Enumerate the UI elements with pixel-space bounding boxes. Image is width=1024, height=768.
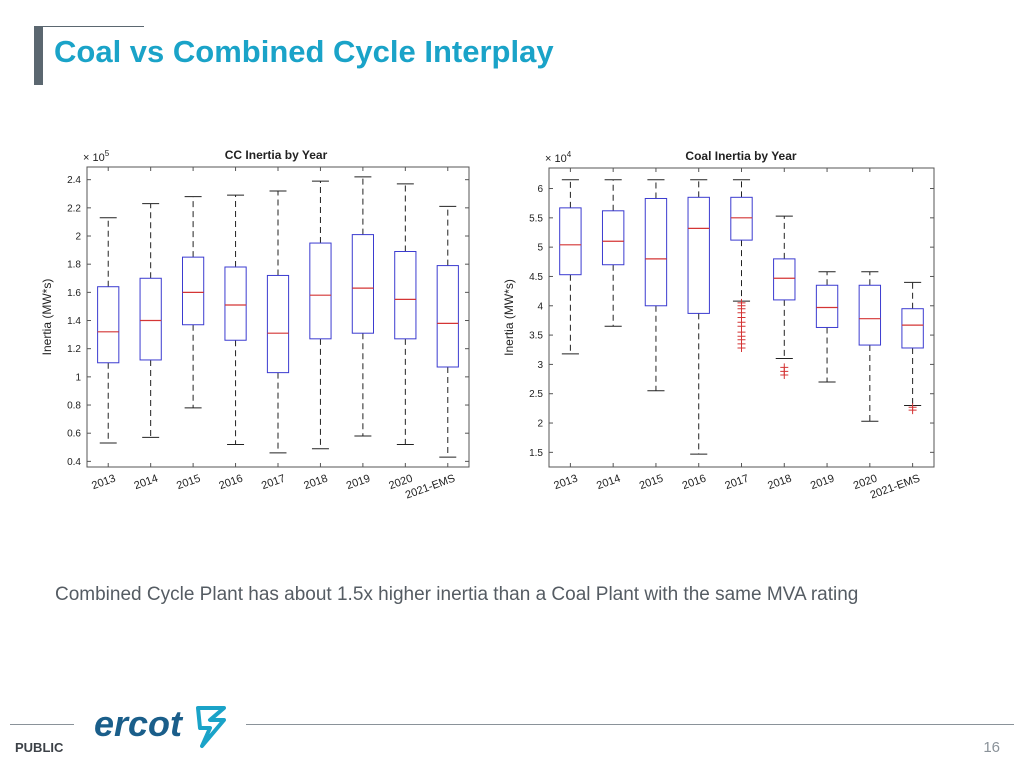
cc-box-2015 [182, 256, 205, 326]
cc-box-2014 [139, 277, 162, 361]
coal-box-2019 [815, 284, 839, 328]
top-rule [40, 26, 144, 27]
cc-box-2016 [224, 266, 247, 341]
cc-y-tick-label: 1.8 [67, 260, 81, 271]
coal-x-tick-label: 2015 [638, 473, 665, 493]
cc-x-tick-label: 2017 [260, 473, 287, 493]
coal-box-2014 [601, 210, 625, 266]
cc-chart-title: CC Inertia by Year [225, 148, 328, 162]
coal-outlier [780, 370, 789, 379]
cc-box-2021-EMS [436, 265, 459, 368]
coal-y-tick-label: 4 [537, 301, 543, 312]
coal-y-tick-label: 2 [537, 419, 543, 430]
coal-x-tick-label: 2016 [681, 473, 708, 493]
cc-inertia-chart: CC Inertia by Year × 105 Inertia (MW*s) 0.4… [40, 148, 470, 502]
coal-x-tick-label: 2019 [809, 473, 836, 493]
slide-subtitle: Combined Cycle Plant has about 1.5x high… [55, 584, 859, 605]
coal-y-tick-label: 3 [537, 360, 543, 371]
footer-rule-right [246, 724, 1014, 725]
cc-y-tick-label: 2.2 [67, 203, 81, 214]
coal-exponent-label: × 104 [545, 150, 572, 165]
cc-box-2018 [309, 242, 332, 340]
coal-box-2015 [644, 197, 668, 307]
cc-y-tick-label: 1.2 [67, 344, 81, 355]
cc-y-tick-label: 0.8 [67, 401, 81, 412]
coal-box-2013 [559, 207, 582, 276]
coal-x-tick-label: 2013 [552, 473, 579, 493]
coal-y-tick-label: 3.5 [529, 331, 543, 342]
cc-box-2017 [266, 274, 290, 374]
title-accent-bar [34, 26, 43, 85]
coal-exponent-base: × 10 [545, 153, 567, 165]
coal-x-tick-label: 2018 [766, 473, 793, 493]
coal-box-2016 [687, 196, 710, 314]
cc-y-tick-label: 0.4 [67, 457, 81, 468]
cc-exponent-base: × 10 [83, 152, 105, 164]
ercot-logo: ercot [94, 703, 226, 748]
coal-outlier [737, 343, 746, 352]
coal-y-tick-label: 5 [537, 243, 543, 254]
slide-title: Coal vs Combined Cycle Interplay [54, 34, 554, 69]
cc-y-tick-label: 0.6 [67, 429, 81, 440]
cc-y-tick-label: 1.4 [67, 316, 81, 327]
logo-wordmark: ercot [94, 703, 184, 744]
cc-x-tick-label: 2016 [217, 473, 244, 493]
cc-x-tick-label: 2018 [302, 473, 329, 493]
cc-x-tick-label: 2013 [90, 473, 117, 493]
coal-box-2020 [858, 284, 882, 346]
coal-x-tick-label: 2017 [723, 473, 750, 493]
coal-chart-title: Coal Inertia by Year [685, 149, 796, 163]
coal-y-axis-label: Inertia (MW*s) [502, 279, 516, 356]
cc-exponent-label: × 105 [83, 149, 110, 164]
coal-y-tick-label: 1.5 [529, 448, 543, 459]
logo-bolt-icon [196, 706, 226, 748]
footer-rule-left [10, 724, 74, 725]
coal-y-tick-label: 2.5 [529, 389, 543, 400]
coal-exponent-power: 4 [567, 150, 572, 159]
cc-exponent-power: 5 [105, 149, 110, 158]
cc-y-axis-label: Inertia (MW*s) [40, 279, 54, 356]
coal-box-2021-EMS [901, 308, 924, 349]
page-number: 16 [983, 739, 1000, 756]
cc-y-tick-label: 2 [75, 232, 81, 243]
coal-y-tick-label: 6 [537, 184, 543, 195]
cc-x-tick-label: 2014 [133, 473, 160, 493]
cc-box-2019 [351, 234, 374, 334]
cc-box-2020 [394, 251, 417, 340]
footer-public-label: PUBLIC [15, 740, 64, 755]
coal-outlier [908, 406, 917, 415]
cc-x-tick-label: 2015 [175, 473, 202, 493]
coal-y-tick-label: 5.5 [529, 213, 543, 224]
coal-box-2017 [730, 196, 753, 241]
cc-y-tick-label: 1.6 [67, 288, 81, 299]
cc-x-tick-label: 2019 [345, 473, 372, 493]
cc-y-tick-label: 2.4 [67, 175, 81, 186]
coal-x-tick-label: 2021-EMS [869, 473, 922, 502]
coal-y-tick-label: 4.5 [529, 272, 543, 283]
cc-box-2013 [97, 286, 120, 364]
coal-x-tick-label: 2014 [595, 473, 622, 493]
coal-box-2018 [773, 258, 796, 301]
cc-y-tick-label: 1 [75, 372, 81, 383]
